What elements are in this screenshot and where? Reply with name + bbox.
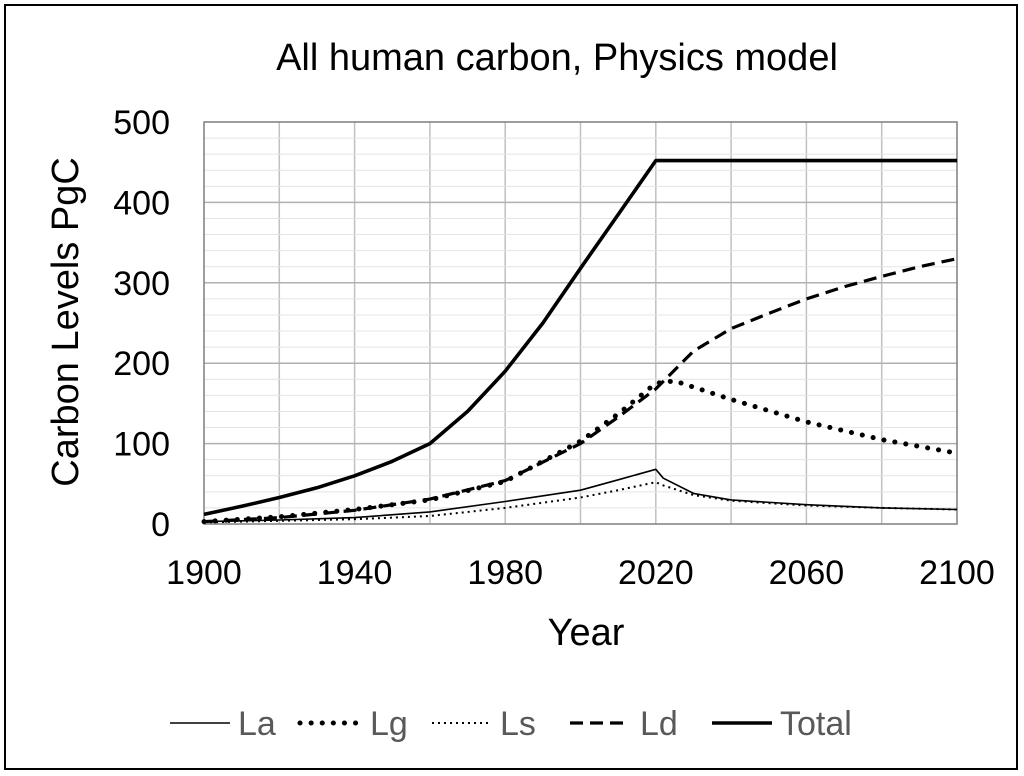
x-tick-label: 2100 [919, 554, 995, 592]
legend-label-la: La [238, 705, 276, 743]
y-tick-label: 300 [113, 265, 170, 303]
y-tick-label: 400 [113, 184, 170, 222]
series-line-ls [203, 481, 958, 524]
legend-label-total: Total [780, 705, 852, 743]
y-tick-label: 0 [151, 506, 170, 544]
series-line-total [203, 158, 957, 517]
legend-label-ls: Ls [500, 705, 536, 743]
x-tick-label: 2060 [769, 554, 845, 592]
y-axis-ticks: 0 100 200 300 400 500 [113, 104, 170, 544]
x-tick-label: 1940 [317, 554, 393, 592]
legend: La Lg Ls Ld Total [170, 705, 852, 743]
y-tick-label: 100 [113, 426, 170, 464]
series-line-ld [203, 257, 958, 524]
x-axis-ticks: 1900 1940 1980 2020 2060 2100 [166, 554, 995, 592]
plot-area-border [203, 121, 958, 525]
chart-title: All human carbon, Physics model [276, 37, 838, 79]
x-tick-label: 1900 [166, 554, 242, 592]
y-tick-label: 200 [113, 345, 170, 383]
x-tick-label: 2020 [618, 554, 694, 592]
x-axis-title: Year [548, 612, 625, 654]
y-tick-label: 500 [113, 104, 170, 142]
series-lines [201, 158, 960, 525]
legend-label-lg: Lg [370, 705, 408, 743]
y-axis-title: Carbon Levels PgC [45, 157, 87, 487]
legend-label-ld: Ld [640, 705, 678, 743]
x-tick-label: 1980 [467, 554, 543, 592]
chart-frame [4, 4, 1018, 770]
series-line-lg [201, 378, 960, 525]
grid [204, 122, 957, 524]
